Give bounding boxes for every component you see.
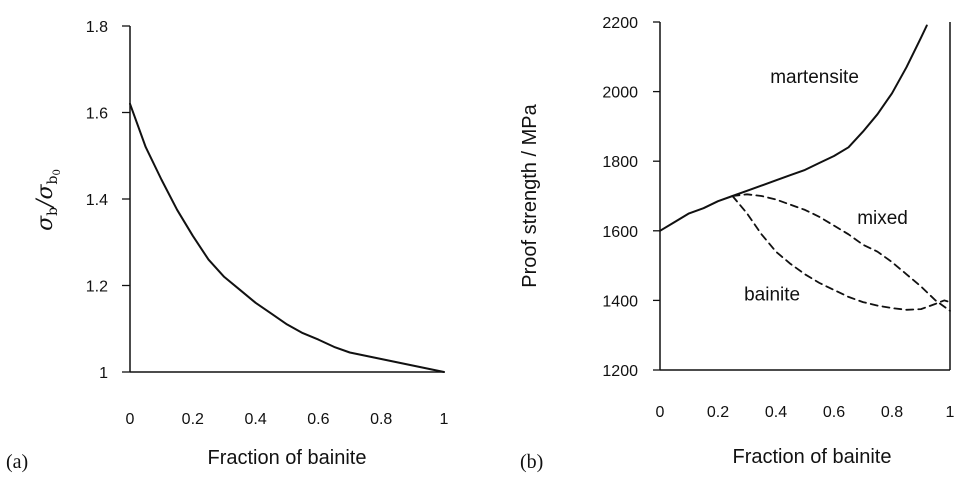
chart-a-x-tick-label: 0.6 <box>307 411 329 428</box>
chart-b-series-1-line <box>659 24 928 232</box>
chart-a-y-tick-label: 1.2 <box>86 279 108 296</box>
chart-a-x-tick-label: 0.8 <box>370 411 392 428</box>
chart-b-y-tick-label: 1400 <box>602 293 638 310</box>
chart-b-x-tick-label: 0.8 <box>881 404 903 421</box>
chart-b-y-tick-label: 2000 <box>602 85 638 102</box>
chart-a-y-tick-label: 1 <box>99 365 108 382</box>
chart-a-x-tick-label: 0.4 <box>244 411 266 428</box>
chart-a-y-tick-label: 1.4 <box>86 192 108 209</box>
chart-a-x-tick-label: 0.2 <box>182 411 204 428</box>
chart-b-annotation-bainite: bainite <box>744 284 800 305</box>
chart-b-y-tick-label: 2200 <box>602 15 638 32</box>
chart-b-y-tick-label: 1800 <box>602 154 638 171</box>
chart-a: 0 0.2 0.4 0.6 0.8 1 1 1.2 1.4 1.6 1.8 Fraction of… <box>6 19 449 473</box>
chart-a-series <box>129 102 445 373</box>
chart-b: 0 0.2 0.4 0.6 0.8 1 120014001600180020002200 … <box>519 15 955 473</box>
chart-a-y-tick-label: 1.6 <box>86 106 108 123</box>
chart-b-annotation-mixed: mixed <box>857 208 908 229</box>
chart-b-series <box>659 24 951 312</box>
chart-b-y-tick-label: 1200 <box>602 363 638 380</box>
chart-a-y-ticks: 1 1.2 1.4 1.6 1.8 <box>86 19 130 382</box>
chart-b-x-tick-label: 0 <box>656 404 665 421</box>
chart-b-y-tick-label: 1600 <box>602 224 638 241</box>
chart-b-x-tick-label: 0.4 <box>765 404 787 421</box>
chart-a-x-tick-label: 1 <box>440 411 449 428</box>
chart-b-y-ticks: 1200 1400 1600 1800 2000 2200 <box>602 15 660 380</box>
panel-label-b: (b) <box>520 451 543 473</box>
chart-b-x-ticks: 0 0.2 0.4 0.6 0.8 1 <box>656 404 955 421</box>
chart-a-y-tick-label: 1.8 <box>86 19 108 36</box>
chart-b-y-label: Proof strength / MPa <box>519 103 541 287</box>
chart-b-annotation-martensite: martensite <box>770 67 859 88</box>
chart-b-series-3-line <box>731 195 951 311</box>
panel-label-a: (a) <box>6 451 28 473</box>
chart-b-x-tick-label: 0.6 <box>823 404 845 421</box>
chart-b-x-tick-label: 0.2 <box>707 404 729 421</box>
chart-b-x-label: Fraction of bainite <box>733 446 892 468</box>
chart-b-x-tick-label: 1 <box>946 404 955 421</box>
chart-a-x-tick-label: 0 <box>126 411 135 428</box>
chart-a-y-label: σb/σb0 <box>33 169 63 231</box>
chart-b-series-2-line <box>731 193 951 312</box>
chart-a-x-label: Fraction of bainite <box>208 447 367 469</box>
chart-a-x-ticks: 0 0.2 0.4 0.6 0.8 1 <box>126 411 449 428</box>
chart-a-series-1-line <box>129 102 445 373</box>
chart-b-annotations: martensite mixed bainite <box>744 67 908 305</box>
